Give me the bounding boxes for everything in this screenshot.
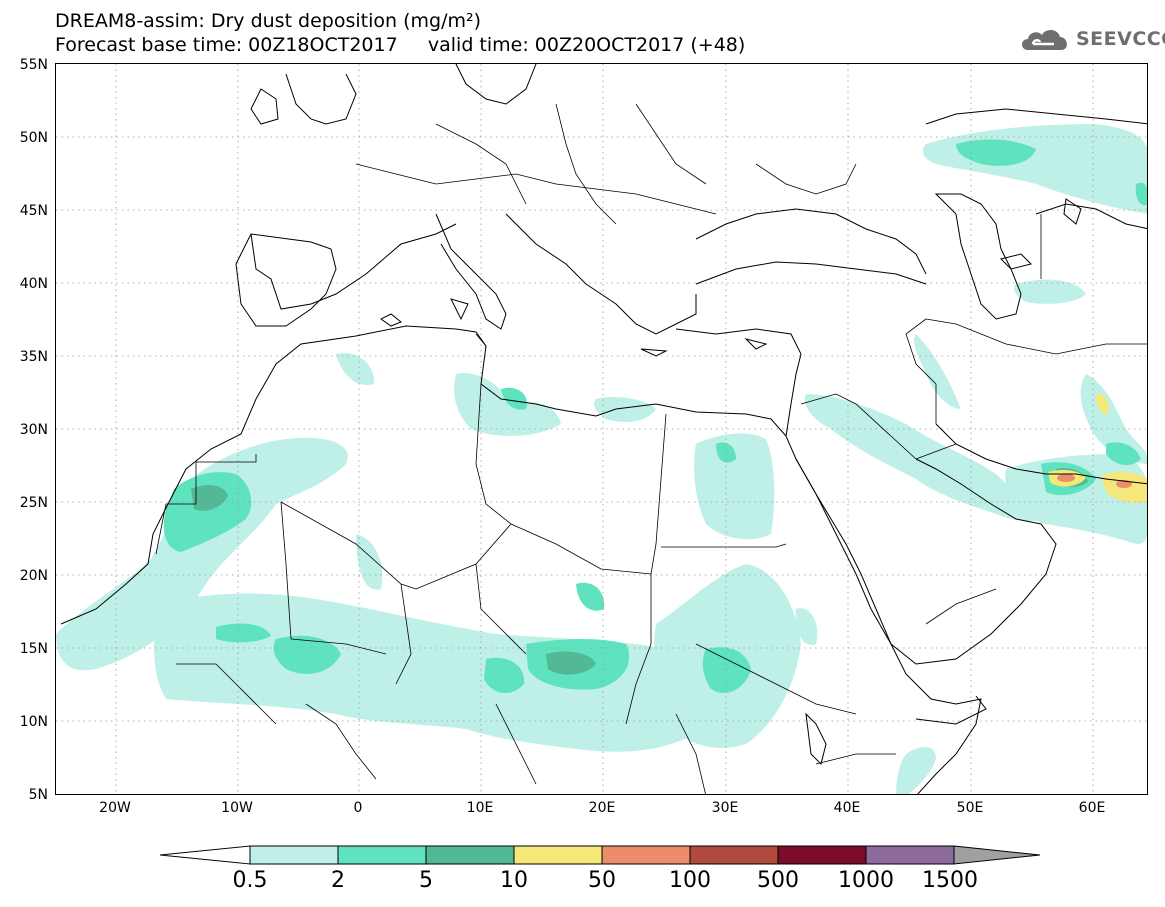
map-subtitle: Forecast base time: 00Z18OCT2017 valid t…	[55, 34, 746, 56]
colorbar	[159, 842, 1042, 872]
lon-label: 0	[353, 800, 363, 816]
lat-label: 55N	[19, 57, 48, 73]
colorbar-label: 10	[500, 868, 528, 893]
lat-label: 30N	[19, 422, 48, 438]
dust-deposition-map	[55, 63, 1148, 795]
lon-label: 20E	[588, 800, 616, 816]
colorbar-label: 1500	[922, 868, 978, 893]
colorbar-swatch-0	[249, 845, 339, 865]
lat-label: 35N	[19, 349, 48, 365]
lon-label: 10E	[466, 800, 494, 816]
map-title: DREAM8-assim: Dry dust deposition (mg/m²…	[55, 10, 482, 32]
colorbar-swatch-5	[689, 845, 779, 865]
colorbar-label: 0.5	[232, 868, 268, 893]
colorbar-label: 50	[588, 868, 616, 893]
lat-label: 50N	[19, 130, 48, 146]
colorbar-swatch-3	[513, 845, 603, 865]
colorbar-label: 500	[757, 868, 799, 893]
cloud-icon	[1022, 29, 1067, 50]
colorbar-label: 5	[419, 868, 433, 893]
lon-label: 10W	[221, 800, 253, 816]
lat-label: 40N	[19, 276, 48, 292]
coastlines	[60, 64, 1147, 794]
lat-label: 25N	[19, 495, 48, 511]
lat-label: 5N	[28, 787, 48, 803]
deposition-field-light	[56, 124, 1147, 794]
colorbar-over-arrow	[953, 845, 1041, 865]
colorbar-label: 1000	[838, 868, 894, 893]
colorbar-label: 2	[331, 868, 345, 893]
deposition-field-medium	[163, 139, 1147, 694]
country-borders	[155, 103, 1147, 794]
seevccc-logo: SEEVCCC	[1018, 24, 1165, 54]
lat-label: 20N	[19, 568, 48, 584]
lon-label: 50E	[956, 800, 984, 816]
lon-label: 20W	[99, 800, 131, 816]
lon-label: 30E	[711, 800, 739, 816]
colorbar-label: 100	[669, 868, 711, 893]
lat-label: 10N	[19, 714, 48, 730]
colorbar-swatch-6	[777, 845, 867, 865]
colorbar-swatch-2	[425, 845, 515, 865]
lat-label: 15N	[19, 641, 48, 657]
colorbar-swatch-7	[865, 845, 955, 865]
lon-label: 60E	[1078, 800, 1106, 816]
lon-label: 40E	[833, 800, 861, 816]
colorbar-swatch-1	[337, 845, 427, 865]
colorbar-under-arrow	[159, 845, 251, 865]
colorbar-swatch-4	[601, 845, 691, 865]
logo-text: SEEVCCC	[1076, 28, 1165, 50]
lat-label: 45N	[19, 203, 48, 219]
